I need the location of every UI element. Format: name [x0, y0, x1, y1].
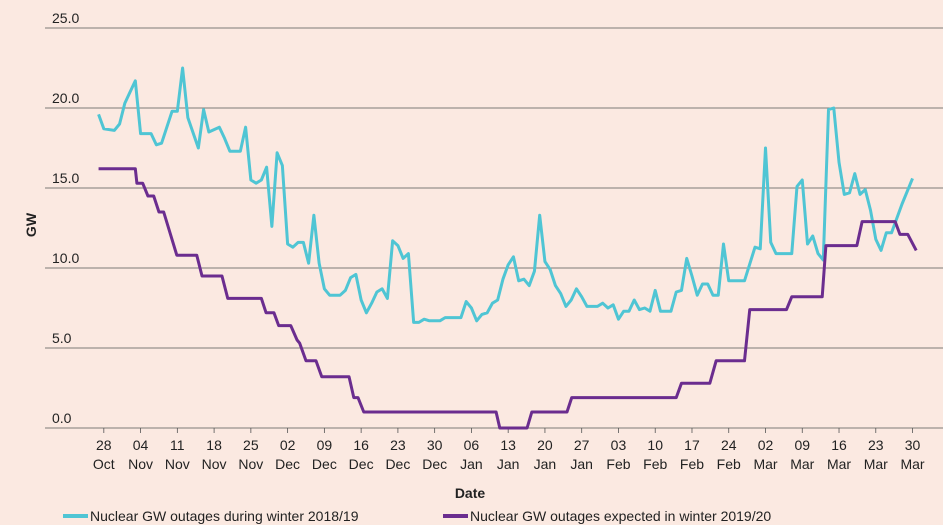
x-tick-label: 17 Feb: [679, 437, 705, 472]
series-line: [97, 66, 914, 324]
x-tick-label: 11 Nov: [164, 437, 190, 472]
x-tick-label: 04 Nov: [128, 437, 154, 472]
x-tick-label: 30 Dec: [422, 437, 448, 472]
legend-label: Nuclear GW outages expected in winter 20…: [470, 508, 771, 524]
y-axis-title: GW: [23, 212, 39, 237]
x-tick-label: 13 Jan: [496, 437, 520, 472]
x-tick-label: 06 Jan: [460, 437, 483, 472]
x-tick-label: 16 Mar: [826, 437, 852, 472]
x-tick-label: 09 Mar: [790, 437, 815, 472]
x-tick-label: 02 Mar: [753, 437, 778, 472]
x-tick-label: 23 Dec: [385, 437, 411, 472]
y-tick-label: 20.0: [52, 90, 79, 106]
y-tick-label: 0.0: [52, 410, 72, 426]
x-tick-label: 23 Mar: [863, 437, 888, 472]
x-tick-label: 18 Nov: [201, 437, 227, 472]
x-tick-label: 30 Mar: [900, 437, 925, 472]
legend-label: Nuclear GW outages during winter 2018/19: [90, 508, 359, 524]
y-tick-label: 10.0: [52, 250, 79, 266]
x-tick-label: 16 Dec: [348, 437, 374, 472]
x-tick-label: 03 Feb: [606, 437, 631, 472]
y-tick-label: 15.0: [52, 170, 79, 186]
x-tick-label: 10 Feb: [643, 437, 668, 472]
y-tick-label: 25.0: [52, 10, 79, 26]
y-tick-label: 5.0: [52, 330, 72, 346]
x-axis-title: Date: [455, 485, 486, 501]
x-tick-label: 20 Jan: [533, 437, 557, 472]
x-tick-label: 25 Nov: [238, 437, 264, 472]
x-tick-label: 02 Dec: [275, 437, 301, 472]
x-tick-label: 27 Jan: [570, 437, 593, 472]
x-tick-label: 28 Oct: [92, 437, 115, 472]
series-line: [98, 167, 918, 430]
x-tick-label: 09 Dec: [311, 437, 337, 472]
x-tick-label: 24 Feb: [716, 437, 741, 472]
